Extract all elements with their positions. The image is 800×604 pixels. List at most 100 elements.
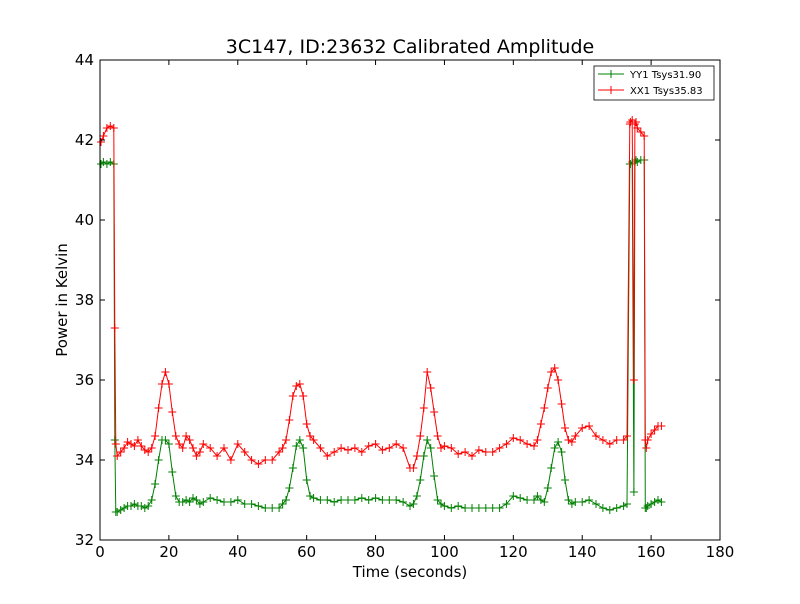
data-point [474, 446, 483, 454]
data-point [337, 496, 346, 504]
data-point [440, 502, 449, 510]
data-point [547, 464, 556, 472]
data-point [295, 380, 304, 388]
y-tick-label: 42 [75, 131, 94, 149]
data-point [247, 500, 256, 508]
data-point [278, 444, 287, 452]
data-point [127, 440, 135, 448]
data-point [533, 492, 542, 500]
data-point [261, 504, 270, 512]
data-point [430, 408, 439, 416]
x-tick-label: 20 [159, 543, 178, 561]
data-point [423, 436, 432, 444]
data-point [323, 496, 332, 504]
data-point [547, 368, 556, 376]
data-point [337, 444, 346, 452]
data-point [254, 460, 263, 468]
data-point [378, 446, 387, 454]
data-point [316, 496, 325, 504]
data-point [192, 496, 201, 504]
data-point [437, 444, 445, 452]
data-point [642, 444, 651, 452]
data-point [392, 496, 401, 504]
data-point [571, 498, 580, 506]
data-point [206, 444, 215, 452]
data-point [151, 432, 160, 440]
data-point [623, 500, 631, 508]
data-point [454, 502, 463, 510]
data-point [185, 436, 194, 444]
data-point [226, 498, 235, 506]
data-point [399, 444, 408, 452]
data-point [113, 452, 122, 460]
data-point [220, 498, 228, 506]
data-point [516, 436, 525, 444]
data-point [585, 422, 594, 430]
data-point [123, 438, 132, 446]
data-point [474, 504, 483, 512]
x-axis-label: Time (seconds) [352, 563, 468, 581]
legend-label-yy1: YY1 Tsys31.90 [629, 70, 701, 81]
data-point [278, 500, 287, 508]
x-tick-label: 0 [95, 543, 105, 561]
data-point [309, 436, 318, 444]
data-point [116, 506, 125, 514]
data-point [316, 444, 325, 452]
data-point [213, 452, 222, 460]
data-point [447, 444, 456, 452]
data-point [285, 484, 294, 492]
data-point [502, 440, 511, 448]
data-point [140, 504, 149, 512]
data-point [99, 158, 108, 166]
data-point [502, 500, 511, 508]
data-point [154, 456, 163, 464]
legend: YY1 Tsys31.90 XX1 Tsys35.83 [593, 65, 715, 101]
data-point [633, 124, 642, 132]
data-point [468, 504, 476, 512]
data-point [102, 124, 111, 132]
data-point [161, 368, 170, 376]
data-point [110, 436, 119, 444]
data-point [233, 440, 242, 448]
data-point [437, 500, 445, 508]
data-point [461, 448, 470, 456]
data-point [161, 436, 170, 444]
data-point [195, 448, 204, 456]
data-point [536, 420, 545, 428]
y-tick-label: 36 [75, 371, 94, 389]
data-point [509, 434, 518, 442]
data-point [288, 392, 297, 400]
data-point [178, 444, 187, 452]
data-point [106, 158, 115, 166]
data-point [154, 404, 163, 412]
y-tick-label: 40 [75, 211, 94, 229]
data-point [282, 436, 290, 444]
data-point [557, 400, 566, 408]
data-point [144, 502, 153, 510]
data-point [275, 504, 284, 512]
data-point [412, 492, 421, 500]
data-point [110, 324, 119, 332]
data-point [605, 440, 614, 448]
series-layer [97, 116, 666, 516]
data-point [385, 496, 394, 504]
data-point [433, 496, 442, 504]
data-point [261, 456, 270, 464]
data-point [130, 442, 139, 450]
data-point [295, 436, 304, 444]
data-point [643, 502, 652, 510]
data-point [592, 432, 600, 440]
data-point [350, 444, 359, 452]
data-point [130, 500, 139, 508]
data-point [426, 384, 435, 392]
data-point [567, 500, 576, 508]
plot-area [100, 60, 720, 540]
data-point [392, 440, 401, 448]
data-point [629, 376, 638, 384]
legend-marker-yy1 [607, 70, 615, 78]
data-point [199, 498, 208, 506]
data-point [120, 504, 129, 512]
data-point [364, 496, 373, 504]
data-point [292, 382, 301, 390]
